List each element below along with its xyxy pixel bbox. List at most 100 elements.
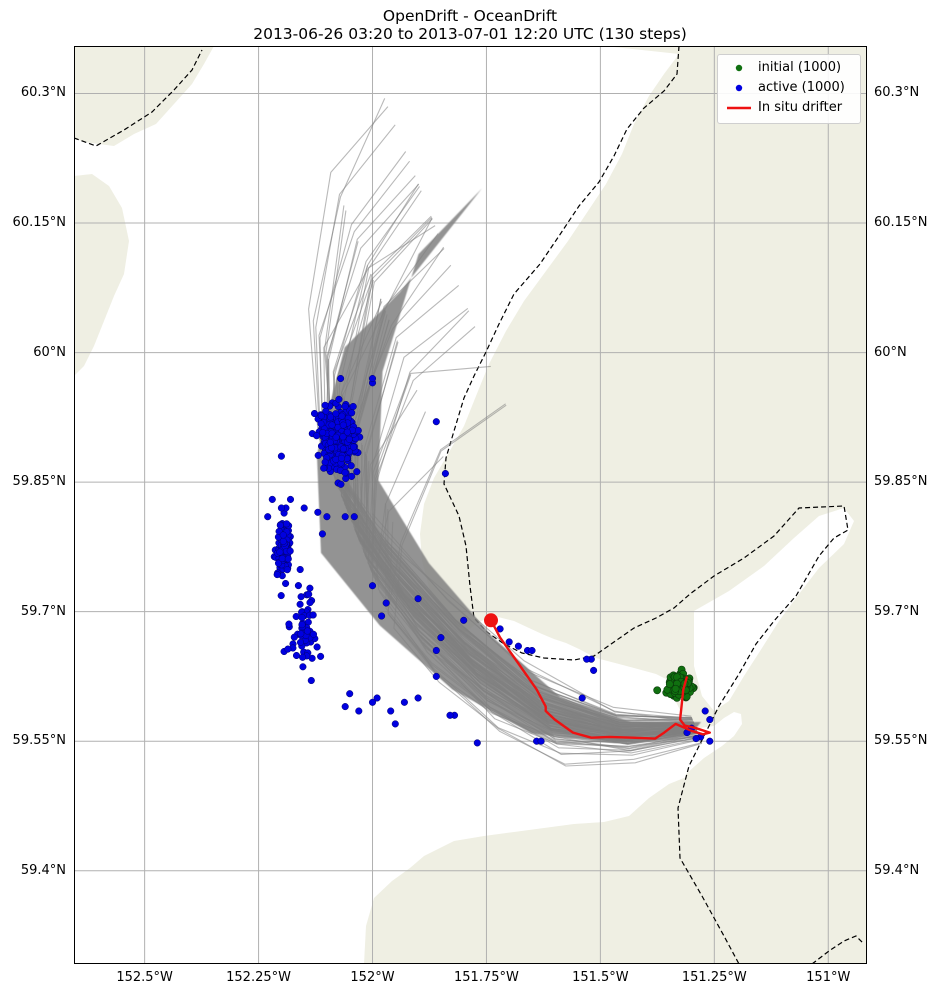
active-particle xyxy=(321,401,329,409)
lat-tick-left-6: 59.4°N xyxy=(20,862,66,878)
lon-tick-0: 152.5°W xyxy=(116,970,173,985)
active-particle xyxy=(283,520,291,528)
lon-tick-3: 151.75°W xyxy=(454,970,519,985)
active-particle xyxy=(303,627,311,635)
lat-tick-right-0: 60.3°N xyxy=(874,85,920,101)
active-particle xyxy=(314,451,322,459)
active-particle xyxy=(300,504,308,512)
active-particle xyxy=(290,633,298,641)
lat-tick-left-2: 60°N xyxy=(33,344,66,360)
legend-active-marker xyxy=(735,84,743,92)
active-particle xyxy=(279,531,287,539)
lat-tick-right-1: 60.15°N xyxy=(874,215,928,231)
legend-item-active: active (1000) xyxy=(718,79,860,97)
lon-tick-1: 152.25°W xyxy=(226,970,291,985)
map-frame xyxy=(74,46,867,964)
active-particle xyxy=(338,412,346,420)
map-panel[interactable] xyxy=(74,46,867,964)
active-particle xyxy=(343,428,351,436)
active-particle xyxy=(590,666,598,674)
active-particle xyxy=(277,452,285,460)
active-particle xyxy=(341,402,349,410)
active-particle xyxy=(305,590,313,598)
active-particle xyxy=(309,630,318,638)
legend-drifter-line xyxy=(727,106,751,110)
lat-tick-right-3: 59.85°N xyxy=(874,474,928,490)
active-particle xyxy=(378,612,386,620)
active-particle xyxy=(339,445,347,453)
boundary-northwest xyxy=(74,49,203,147)
lat-tick-right-2: 60°N xyxy=(874,344,907,360)
lat-tick-left-3: 59.85°N xyxy=(12,474,66,490)
boundary-southeast xyxy=(811,935,865,964)
active-particle xyxy=(706,737,714,745)
initial-particle xyxy=(653,686,662,695)
legend-drifter-label: In situ drifter xyxy=(758,100,843,115)
active-particle xyxy=(306,584,314,592)
legend-active-label: active (1000) xyxy=(758,80,845,95)
active-particle xyxy=(286,547,294,555)
active-particle xyxy=(326,438,334,446)
active-particle xyxy=(337,454,346,462)
active-particle xyxy=(341,513,349,521)
active-particle xyxy=(296,565,304,574)
land-west xyxy=(74,174,129,376)
land-south xyxy=(364,776,739,964)
lon-tick-5: 151.25°W xyxy=(681,970,747,985)
gridlines xyxy=(74,46,867,964)
map-canvas[interactable] xyxy=(74,46,867,964)
active-particle xyxy=(306,599,314,607)
water-inlet-east xyxy=(694,508,854,711)
lat-tick-left-4: 59.7°N xyxy=(20,603,66,619)
figure-title-line2: 2013-06-26 03:20 to 2013-07-01 12:20 UTC… xyxy=(253,25,687,43)
initial-particle xyxy=(671,684,680,693)
active-particle xyxy=(317,420,325,428)
active-particle xyxy=(368,374,377,383)
drifter-track-line xyxy=(489,619,711,740)
active-particle xyxy=(319,429,327,437)
lat-tick-right-5: 59.55°N xyxy=(874,733,928,749)
active-particle xyxy=(276,521,284,529)
active-particle xyxy=(335,395,343,403)
active-particle xyxy=(296,600,304,608)
active-particle xyxy=(347,462,355,470)
active-particle xyxy=(294,582,302,590)
active-particle xyxy=(355,707,363,715)
active-particle xyxy=(391,720,399,728)
active-particle xyxy=(296,638,305,646)
active-particle xyxy=(317,652,325,660)
figure-title-line1: OpenDrift - OceanDrift xyxy=(382,7,558,25)
legend-item-initial: initial (1000) xyxy=(718,59,860,77)
lat-tick-left-0: 60.3°N xyxy=(20,85,66,101)
active-particle xyxy=(373,694,381,702)
active-particle xyxy=(282,579,290,588)
active-particle xyxy=(283,566,291,574)
in-situ-drifter xyxy=(484,613,711,740)
active-particle xyxy=(528,646,536,655)
active-particle xyxy=(350,513,358,521)
active-particle xyxy=(299,663,307,671)
active-particle xyxy=(313,432,321,440)
active-particle xyxy=(349,443,358,451)
active-particle xyxy=(432,672,440,680)
active-particle xyxy=(441,469,449,478)
legend-initial-label: initial (1000) xyxy=(758,60,842,75)
active-particle xyxy=(276,548,284,556)
land-east xyxy=(420,46,867,964)
active-particle xyxy=(332,433,340,441)
active-particle xyxy=(278,555,286,563)
active-particle xyxy=(317,412,325,420)
active-particle xyxy=(337,480,345,488)
active-particle xyxy=(309,611,317,619)
active-particle xyxy=(292,612,300,621)
active-particle xyxy=(349,402,357,411)
active-particle xyxy=(692,735,700,743)
legend: initial (1000) active (1000) In situ dri… xyxy=(717,54,861,124)
lat-tick-left-5: 59.55°N xyxy=(12,733,66,749)
active-particle xyxy=(286,495,295,503)
active-particle xyxy=(318,530,326,538)
land-layer xyxy=(74,46,867,964)
active-particle xyxy=(284,555,292,563)
active-particle xyxy=(706,716,714,724)
active-particle xyxy=(307,676,315,685)
